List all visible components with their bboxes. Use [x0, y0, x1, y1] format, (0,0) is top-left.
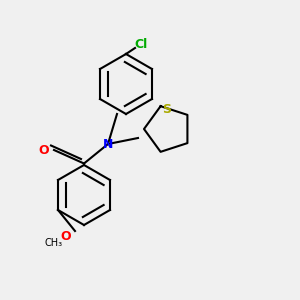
Text: Cl: Cl — [134, 38, 148, 52]
Text: CH₃: CH₃ — [45, 238, 63, 248]
Text: N: N — [103, 137, 113, 151]
Text: O: O — [61, 230, 71, 244]
Text: O: O — [38, 143, 49, 157]
Text: S: S — [162, 103, 171, 116]
